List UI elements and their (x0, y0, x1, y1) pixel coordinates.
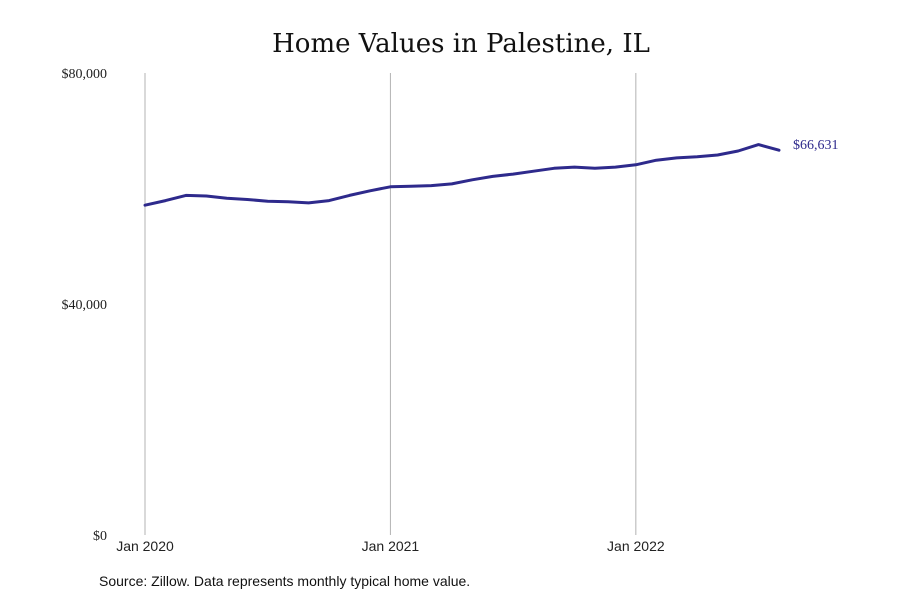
y-tick-label-2: $80,000 (62, 67, 108, 82)
y-axis-ticks: $0 $40,000 $80,000 (62, 67, 108, 544)
x-tick-label-0: Jan 2020 (116, 538, 174, 554)
x-axis-ticks: Jan 2020 Jan 2021 Jan 2022 (116, 538, 665, 554)
chart-title: Home Values in Palestine, IL (272, 29, 650, 59)
series-line-0 (143, 143, 781, 207)
end-value-label: $66,631 (793, 138, 839, 153)
x-tick-label-1: Jan 2021 (362, 538, 420, 554)
y-tick-label-1: $40,000 (62, 298, 108, 313)
y-tick-label-0: $0 (93, 529, 107, 544)
x-tick-label-2: Jan 2022 (607, 538, 665, 554)
gridlines (144, 73, 637, 535)
series-layer (143, 143, 781, 207)
source-note: Source: Zillow. Data represents monthly … (99, 573, 470, 589)
